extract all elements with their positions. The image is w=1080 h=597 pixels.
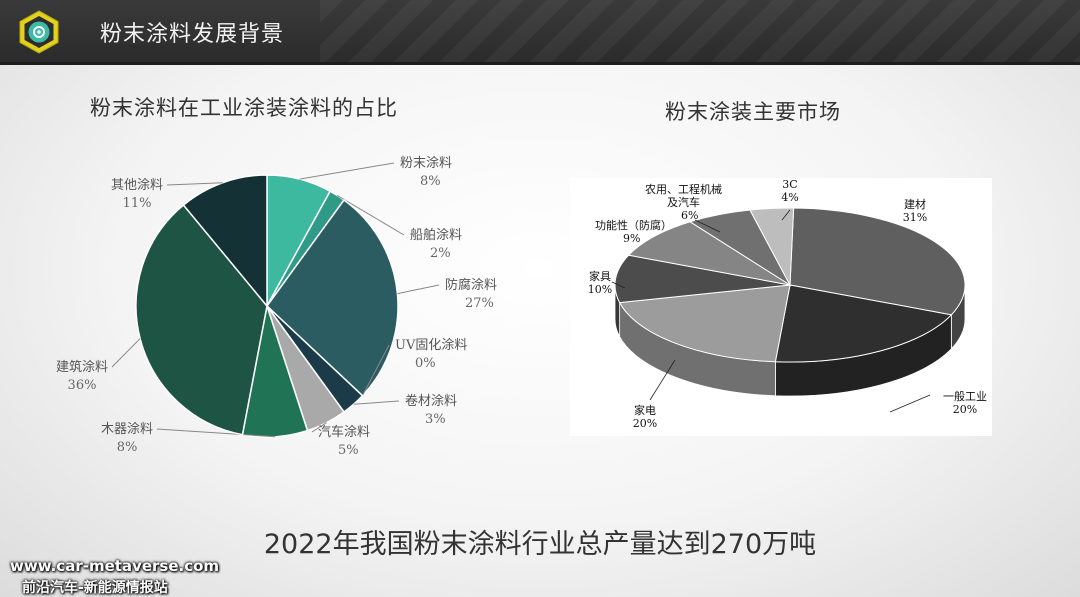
market-label-2: 家电	[634, 403, 656, 417]
market-value-4: 9%	[623, 232, 640, 245]
leader-line-3	[362, 344, 390, 396]
leader-line-6	[156, 428, 276, 438]
market-label-0: 建材	[904, 197, 926, 211]
header-pattern	[320, 0, 1080, 62]
leader-line-4	[353, 400, 400, 405]
slice-label-4: 卷材涂料	[405, 393, 457, 409]
industrial-coatings-pie-chart: 粉末涂料 8% 船舶涂料 2% 防腐涂料 27% UV固化涂料 0% 卷材涂料 3% 汽车涂料 5% 木…	[56, 155, 497, 458]
pie-slice-6	[749, 207, 795, 287]
market-value-5: 6%	[681, 209, 698, 222]
slice-label-6: 木器涂料	[101, 421, 153, 437]
slice-value-8: 11%	[123, 196, 152, 211]
market-label-4: 功能性（防腐）	[595, 218, 672, 232]
slice-label-3: UV固化涂料	[395, 337, 467, 353]
right-chart-title: 粉末涂装主要市场	[665, 100, 841, 124]
header-bar	[0, 0, 1080, 62]
slice-value-5: 5%	[338, 443, 359, 458]
market-label-5: 及汽车	[667, 195, 700, 209]
pie-slice-1	[774, 284, 953, 363]
slice-label-2: 防腐涂料	[445, 277, 497, 293]
market-label-3: 家具	[589, 269, 611, 283]
powder-coating-markets-pie-chart: 建材31%一般工业20%家电20%家具10%功能性（防腐）9%农用、工程机械及汽…	[570, 178, 992, 436]
pie-slice-2	[618, 284, 791, 363]
pie-slice-3	[614, 254, 791, 304]
market-leader-5	[694, 219, 721, 233]
market-leader-1	[889, 394, 931, 413]
watermark-name: 前沿汽车-新能源情报站	[22, 580, 168, 596]
market-value-1: 20%	[953, 403, 977, 416]
slice-label-5: 汽车涂料	[318, 424, 370, 440]
watermark-url: www.car-metaverse.com	[10, 557, 220, 575]
left-chart-title: 粉末涂料在工业涂装涂料的占比	[90, 96, 398, 120]
slice-label-7: 建筑涂料	[56, 359, 108, 375]
leader-line-1	[336, 194, 405, 236]
market-value-6: 4%	[781, 191, 798, 204]
leader-line-7	[111, 338, 141, 368]
slice-value-0: 8%	[420, 174, 441, 189]
logo-icon	[19, 10, 59, 54]
market-value-0: 31%	[903, 211, 927, 224]
leader-line-5	[311, 422, 327, 433]
slice-value-6: 8%	[117, 440, 138, 455]
market-label-6: 3C	[782, 178, 797, 191]
slice-value-7: 36%	[68, 378, 97, 393]
market-leader-3	[611, 281, 626, 289]
slice-label-1: 船舶涂料	[410, 227, 462, 243]
market-leader-6	[781, 209, 791, 221]
slice-label-0: 粉末涂料	[400, 155, 452, 171]
market-value-2: 20%	[633, 417, 657, 430]
market-label-1: 一般工业	[943, 390, 987, 403]
slice-label-8: 其他涂料	[111, 177, 163, 193]
market-label-5: 农用、工程机械	[645, 182, 722, 196]
pie-slice-4	[627, 221, 791, 286]
pie-slice-0	[789, 207, 966, 316]
summary-text: 2022年我国粉末涂料行业总产量达到270万吨	[263, 529, 817, 560]
slice-value-1: 2%	[430, 246, 451, 261]
market-value-3: 10%	[588, 283, 612, 296]
header-divider	[0, 62, 1080, 65]
slice-value-4: 3%	[425, 412, 446, 427]
page-title: 粉末涂料发展背景	[100, 22, 285, 47]
leader-line-0	[299, 162, 395, 180]
slice-value-2: 27%	[465, 296, 494, 311]
market-leader-2	[649, 359, 676, 401]
leader-line-8	[166, 182, 223, 186]
slice-value-3: 0%	[415, 356, 436, 371]
leader-line-2	[397, 284, 440, 295]
